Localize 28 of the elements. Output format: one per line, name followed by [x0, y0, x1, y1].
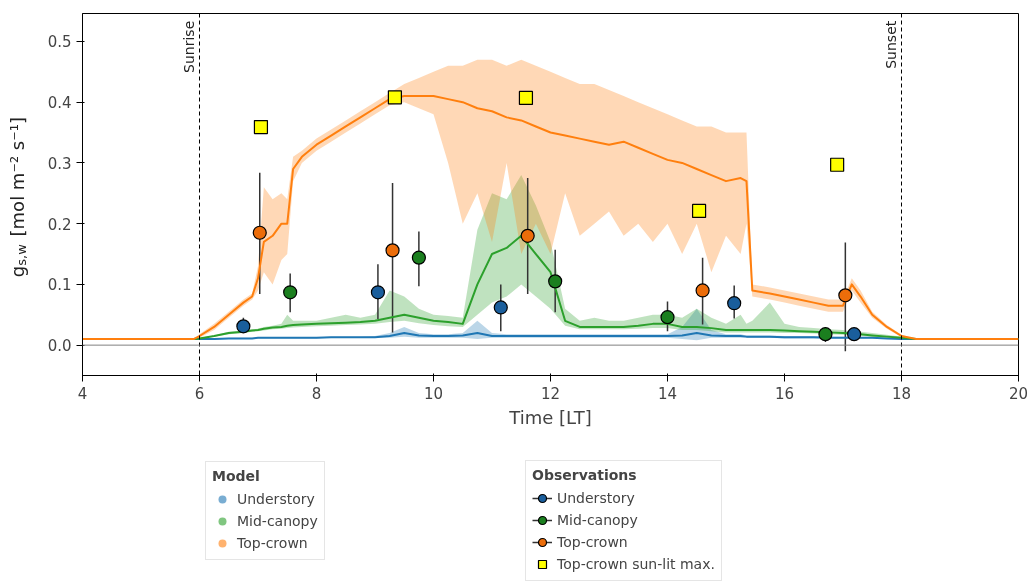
y-axis-title: gs,w [mol m⁻² s⁻¹]	[7, 117, 29, 278]
legend-label: Top-crown	[237, 535, 308, 551]
x-tick-label: 20	[1008, 384, 1028, 403]
legend-label: Top-crown sun-lit max.	[557, 556, 715, 572]
x-tick-label: 14	[657, 384, 678, 403]
text: Observations	[532, 467, 637, 483]
ref-line-label: Sunset	[882, 20, 899, 69]
legend-label: Mid-canopy	[557, 512, 638, 528]
y-tick-label: 0.2	[47, 215, 72, 234]
legend-label: Mid-canopy	[237, 513, 318, 529]
ref-line-label: Sunrise	[180, 20, 197, 73]
x-axis-title: Time [LT]	[508, 406, 592, 428]
x-tick-label: 4	[77, 384, 88, 403]
x-tick-label: 6	[194, 384, 205, 403]
legend-label: Understory	[237, 491, 315, 507]
y-tick-label: 0.0	[47, 337, 72, 356]
legend-label: Top-crown	[557, 534, 628, 550]
x-tick-label: 18	[891, 384, 912, 403]
legend-label: Understory	[557, 490, 635, 506]
x-tick-label: 16	[774, 384, 795, 403]
y-tick-label: 0.4	[47, 94, 72, 113]
text: Model	[212, 468, 260, 484]
x-tick-label: 10	[423, 384, 444, 403]
y-tick-label: 0.5	[47, 33, 72, 52]
x-tick-label: 8	[311, 384, 322, 403]
x-tick-label: 12	[540, 384, 561, 403]
y-tick-label: 0.3	[47, 154, 72, 173]
y-tick-label: 0.1	[47, 276, 72, 295]
